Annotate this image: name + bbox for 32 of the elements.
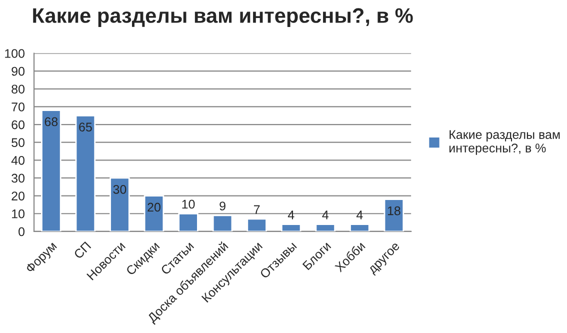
bar xyxy=(280,224,302,232)
bar xyxy=(41,110,62,232)
chart-title: Какие разделы вам интересны?, в % xyxy=(33,8,413,28)
bar xyxy=(144,195,164,232)
bar xyxy=(315,224,336,232)
data-label: 7 xyxy=(254,205,260,214)
y-tick-label: 70 xyxy=(12,102,25,112)
bar xyxy=(384,198,404,232)
data-label: 30 xyxy=(113,184,126,194)
bar xyxy=(246,218,267,232)
data-label: 65 xyxy=(79,122,92,132)
y-tick-label: 100 xyxy=(5,49,25,58)
bar xyxy=(212,214,233,232)
bar xyxy=(350,224,370,232)
bar xyxy=(110,177,130,232)
bar xyxy=(75,114,96,232)
y-tick-label: 10 xyxy=(12,209,25,218)
y-tick-label: 80 xyxy=(12,84,25,94)
y-tick-label: 0 xyxy=(18,227,25,236)
y-tick-label: 20 xyxy=(12,192,25,200)
data-label: 20 xyxy=(148,202,160,212)
data-label: 68 xyxy=(44,117,58,126)
data-label: 18 xyxy=(388,206,400,216)
data-label: 10 xyxy=(182,200,195,209)
y-tick-label: 50 xyxy=(12,138,25,148)
y-tick-label: 30 xyxy=(12,174,25,183)
y-tick-label: 90 xyxy=(12,66,25,76)
data-label: 9 xyxy=(220,202,226,210)
y-tick-label: 40 xyxy=(11,156,25,165)
legend-label: Какие разделы вам интересны?, в % xyxy=(449,130,560,155)
y-tick-label: 60 xyxy=(12,120,25,130)
bar xyxy=(178,212,198,232)
